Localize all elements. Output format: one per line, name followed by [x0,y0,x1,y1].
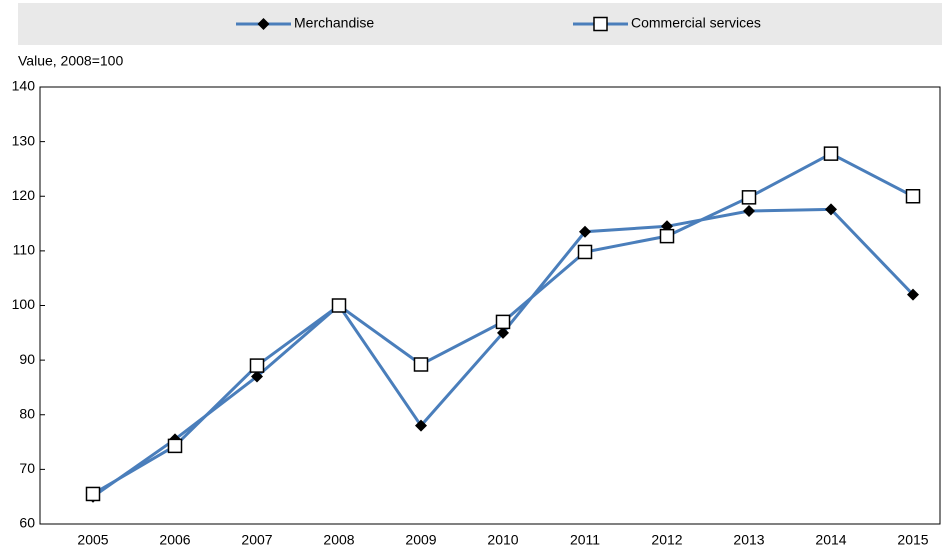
marker [741,190,757,205]
marker [251,370,263,383]
y-tick-label: 130 [12,132,36,148]
y-tick-label: 60 [19,515,35,531]
x-tick-label: 2015 [897,532,928,548]
marker [495,314,511,330]
marker [743,204,755,217]
marker [257,18,270,30]
y-tick-label: 80 [19,405,35,421]
marker [905,189,921,204]
marker [579,225,591,238]
x-tick-label: 2014 [815,532,846,548]
x-tick-label: 2008 [323,532,354,548]
legend-label: Commercial services [631,15,761,31]
y-tick-label: 140 [12,78,36,94]
y-tick-label: 70 [19,460,35,476]
marker [907,288,919,301]
x-tick-label: 2006 [159,532,190,548]
y-tick-label: 100 [12,296,36,312]
marker [497,326,509,339]
legend-label: Merchandise [294,15,374,31]
marker [413,357,429,372]
y-tick-label: 90 [19,351,35,367]
x-tick-label: 2007 [241,532,272,548]
marker [331,298,347,313]
marker [659,228,675,244]
plot-frame [39,86,941,525]
series-line [92,207,915,498]
x-tick-label: 2012 [651,532,682,548]
marker [577,244,593,260]
y-tick-label: 110 [13,242,36,258]
marker [249,358,265,373]
marker [167,438,183,454]
marker [415,419,427,432]
legend-background [18,3,942,45]
marker [593,16,608,32]
x-tick-label: 2011 [570,532,600,548]
y-axis-label: Value, 2008=100 [18,53,123,69]
x-tick-label: 2005 [77,532,108,548]
x-tick-label: 2010 [487,532,518,548]
marker [825,203,837,216]
marker [823,146,839,161]
y-tick-label: 120 [12,187,36,203]
x-tick-label: 2009 [405,532,436,548]
marker [85,486,101,502]
x-tick-label: 2013 [733,532,764,548]
